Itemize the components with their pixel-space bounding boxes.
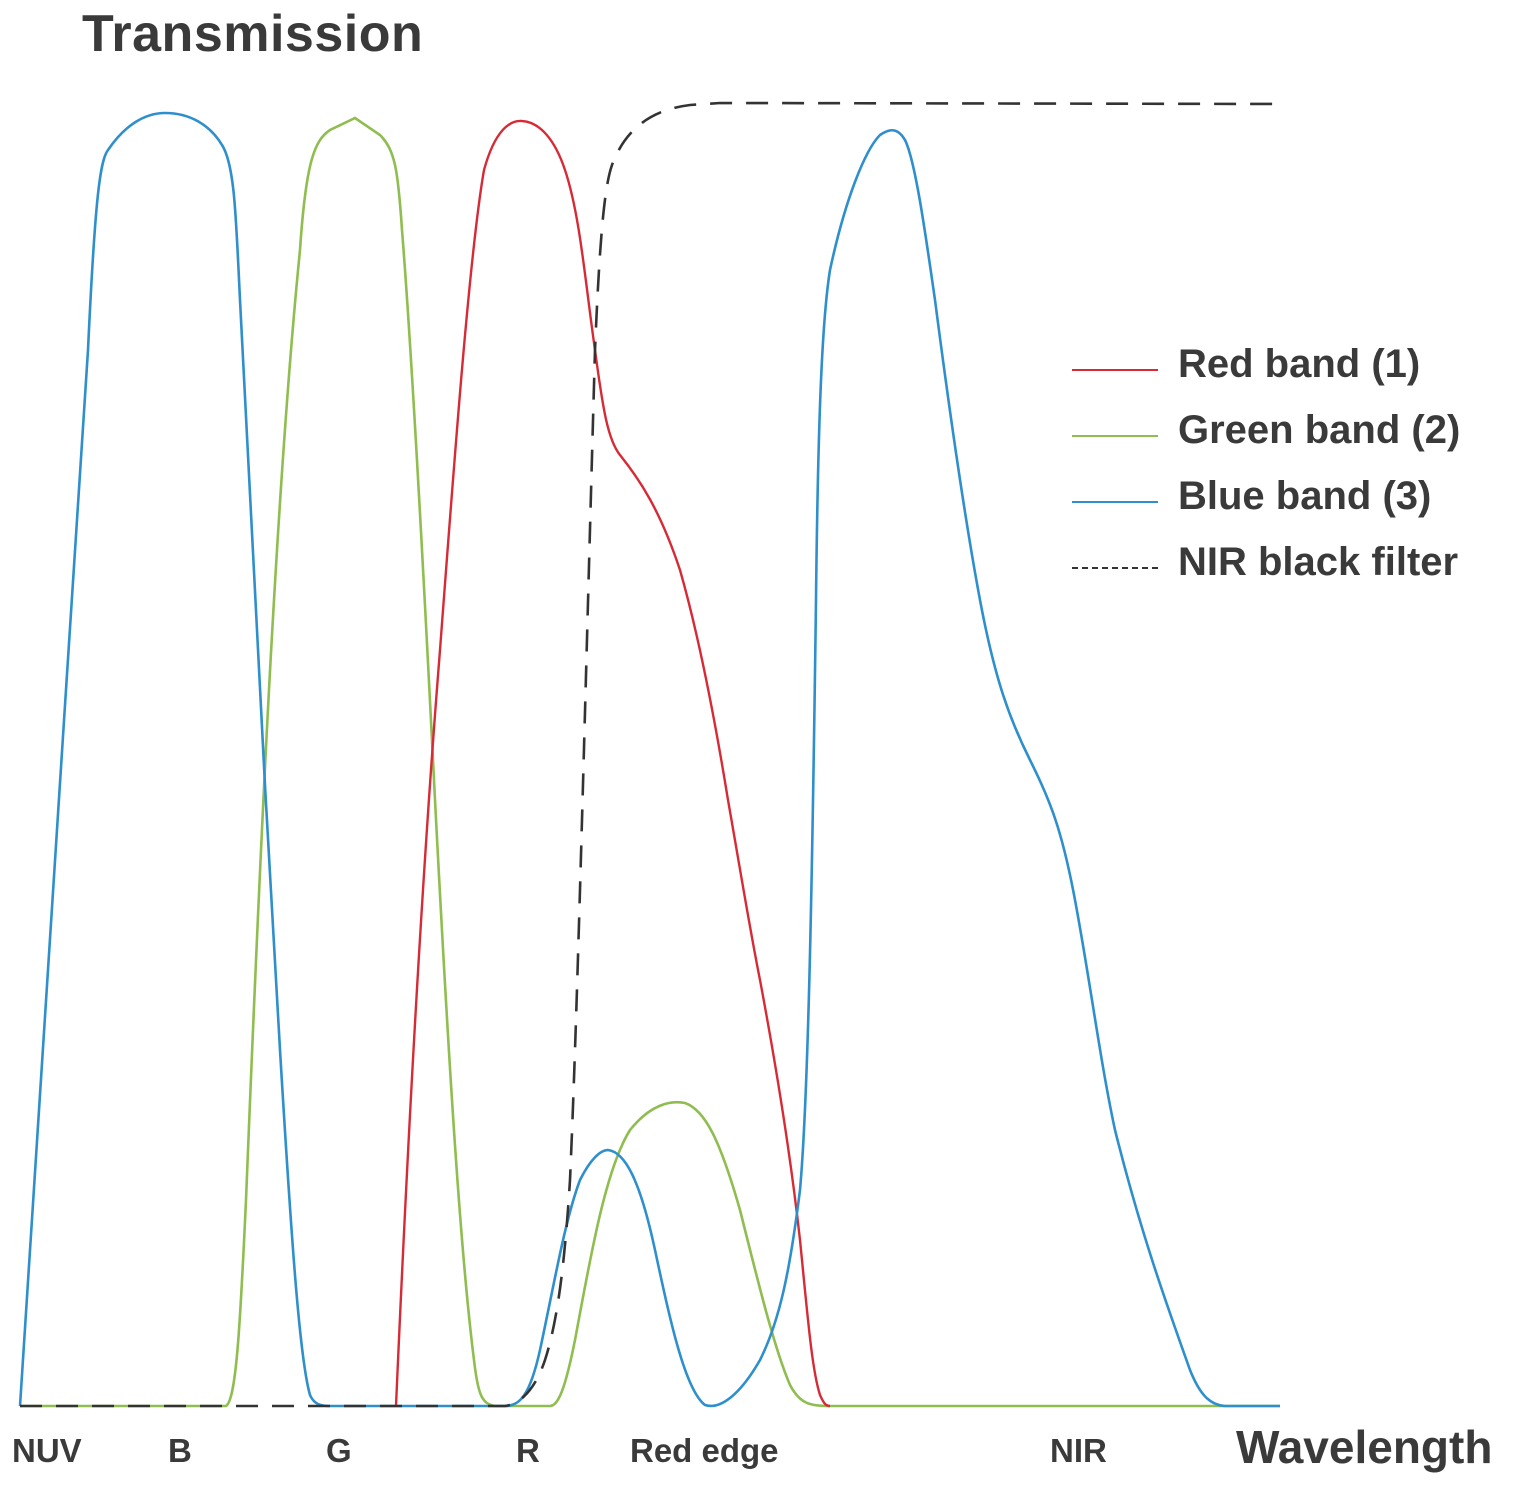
chart-title: Transmission xyxy=(82,5,424,63)
x-tick-nuv: NUV xyxy=(12,1432,82,1469)
x-tick-r: R xyxy=(516,1432,540,1469)
red-band-curve xyxy=(394,119,831,1408)
nir-filter-curve xyxy=(20,101,1281,1408)
legend-label: Red band (1) xyxy=(1178,342,1421,386)
blue-band-curve xyxy=(18,111,1280,1408)
legend-label: Green band (2) xyxy=(1178,408,1461,452)
x-tick-g: G xyxy=(326,1432,352,1469)
x-tick-nir: NIR xyxy=(1050,1432,1107,1469)
green-band-curve xyxy=(20,116,1280,1408)
blue-line-swatch-icon xyxy=(1072,501,1158,503)
x-axis-label: Wavelength xyxy=(1236,1421,1493,1473)
legend-label: NIR black filter xyxy=(1178,540,1459,584)
x-tick-red-edge: Red edge xyxy=(630,1432,779,1469)
green-line-swatch-icon xyxy=(1072,435,1158,437)
legend-label: Blue band (3) xyxy=(1178,474,1432,518)
dashed-line-swatch-icon xyxy=(1072,567,1158,569)
red-line-swatch-icon xyxy=(1072,369,1158,371)
x-tick-b: B xyxy=(168,1432,192,1469)
